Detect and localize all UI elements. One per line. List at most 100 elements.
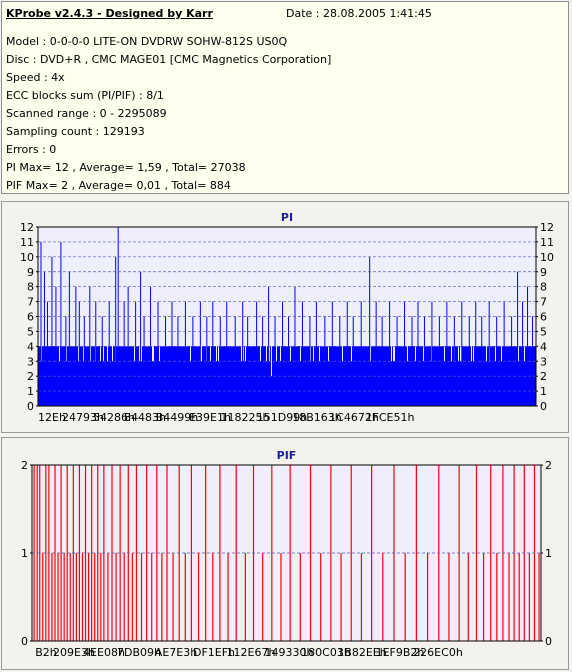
pi-spike bbox=[511, 316, 513, 406]
pi-spike bbox=[301, 301, 303, 406]
pif-bar bbox=[528, 553, 530, 641]
pi-base-bar bbox=[271, 376, 272, 406]
pi-spike bbox=[242, 301, 244, 406]
pi-spike bbox=[315, 301, 317, 406]
pi-base-bar bbox=[352, 346, 353, 406]
pi-base-bar bbox=[86, 346, 87, 406]
pif-xtick-label: 209E3h bbox=[53, 646, 95, 659]
pif-bar bbox=[482, 553, 485, 641]
pi-base-bar bbox=[472, 346, 473, 406]
pi-base-bar bbox=[367, 346, 368, 406]
pi-base-bar bbox=[266, 361, 267, 406]
pi-base-bar bbox=[286, 346, 287, 406]
pi-base-bar bbox=[217, 346, 218, 406]
app-title: KProbe v2.4.3 - Designed by Karr bbox=[6, 7, 213, 20]
pif-bar bbox=[448, 553, 450, 641]
pi-spike bbox=[43, 271, 45, 406]
info-panel: KProbe v2.4.3 - Designed by Karr Date : … bbox=[1, 1, 569, 194]
pif-ytick-left: 1 bbox=[21, 547, 28, 560]
pi-base-bar bbox=[518, 361, 519, 406]
pi-ytick-right: 4 bbox=[540, 340, 547, 353]
pi-spike bbox=[157, 301, 159, 406]
info-model: Model : 0-0-0-0 LITE-ON DVDRW SOHW-812S … bbox=[6, 35, 288, 48]
pi-spike bbox=[212, 301, 214, 406]
pi-base-bar bbox=[306, 346, 307, 406]
pi-base-bar bbox=[507, 346, 508, 406]
pi-base-bar bbox=[76, 346, 77, 406]
pi-base-bar bbox=[401, 346, 402, 406]
pif-bar bbox=[320, 553, 322, 641]
pi-xtick-label: 18B163h bbox=[292, 411, 342, 424]
pif-bar bbox=[45, 465, 47, 641]
pif-bar bbox=[235, 465, 237, 641]
pi-ytick-right: 9 bbox=[540, 266, 547, 279]
pi-base-bar bbox=[381, 346, 382, 406]
pi-base-bar bbox=[290, 361, 291, 406]
pi-base-bar bbox=[207, 346, 208, 406]
pi-base-bar bbox=[159, 361, 160, 406]
pif-bar bbox=[205, 465, 207, 641]
pi-spike bbox=[517, 271, 519, 406]
pi-spike bbox=[282, 301, 284, 406]
pif-bar bbox=[75, 553, 77, 641]
pi-spike bbox=[389, 301, 391, 406]
pi-ytick-left: 6 bbox=[27, 311, 34, 324]
pi-base-bar bbox=[482, 346, 483, 406]
pi-base-bar bbox=[61, 346, 62, 406]
pi-base-bar bbox=[147, 346, 148, 406]
pi-ytick-right: 8 bbox=[540, 281, 547, 294]
pi-spike bbox=[360, 301, 362, 406]
pi-base-bar bbox=[327, 346, 328, 406]
pi-ytick-right: 12 bbox=[540, 221, 554, 234]
pi-ytick-right: 7 bbox=[540, 296, 547, 309]
pif-ytick-right: 2 bbox=[545, 459, 552, 472]
pi-xtick-label: 12Eh bbox=[38, 411, 66, 424]
pif-bar bbox=[84, 465, 87, 641]
pif-bar bbox=[404, 553, 406, 641]
pif-bar bbox=[496, 553, 498, 641]
pi-base-bar bbox=[427, 346, 428, 406]
pi-spike bbox=[262, 316, 264, 406]
pi-base-bar bbox=[71, 346, 72, 406]
pi-base-bar bbox=[167, 346, 168, 406]
pi-base-bar bbox=[466, 346, 467, 406]
pi-base-bar bbox=[441, 346, 442, 406]
pif-bar bbox=[69, 553, 71, 641]
pif-bar bbox=[340, 553, 342, 641]
pif-bar bbox=[81, 553, 84, 641]
pif-bar bbox=[227, 553, 229, 641]
pi-base-bar bbox=[41, 361, 42, 406]
pif-bar bbox=[508, 553, 510, 641]
pi-base-bar bbox=[107, 361, 108, 406]
pif-bar bbox=[123, 553, 125, 641]
pif-bar bbox=[280, 553, 282, 641]
pif-bar bbox=[42, 553, 44, 641]
pif-bar bbox=[244, 553, 246, 641]
pi-spike bbox=[171, 301, 173, 406]
pi-base-bar bbox=[272, 346, 273, 406]
pi-ytick-right: 0 bbox=[540, 400, 547, 413]
pif-bar bbox=[262, 553, 264, 641]
pi-base-bar bbox=[516, 346, 517, 406]
pi-base-bar bbox=[467, 346, 468, 406]
pi-base-bar bbox=[426, 346, 427, 406]
pi-base-bar bbox=[221, 346, 222, 406]
pif-bar bbox=[382, 553, 384, 641]
pi-base-bar bbox=[458, 361, 459, 406]
pi-base-bar bbox=[156, 346, 157, 406]
pi-base-bar bbox=[406, 346, 407, 406]
pi-base-bar bbox=[512, 346, 513, 406]
pi-base-bar bbox=[351, 361, 352, 406]
pi-spike bbox=[68, 271, 70, 406]
pi-spike bbox=[51, 256, 53, 406]
pi-base-bar bbox=[356, 346, 357, 406]
pi-base-bar bbox=[91, 346, 92, 406]
pi-base-bar bbox=[473, 361, 474, 406]
pi-base-bar bbox=[300, 361, 301, 406]
pi-ytick-left: 11 bbox=[20, 236, 34, 249]
pif-bar bbox=[360, 553, 363, 641]
pi-base-bar bbox=[257, 346, 258, 406]
pi-base-bar bbox=[111, 346, 112, 406]
pi-base-bar bbox=[291, 346, 292, 406]
pi-base-bar bbox=[52, 346, 53, 406]
